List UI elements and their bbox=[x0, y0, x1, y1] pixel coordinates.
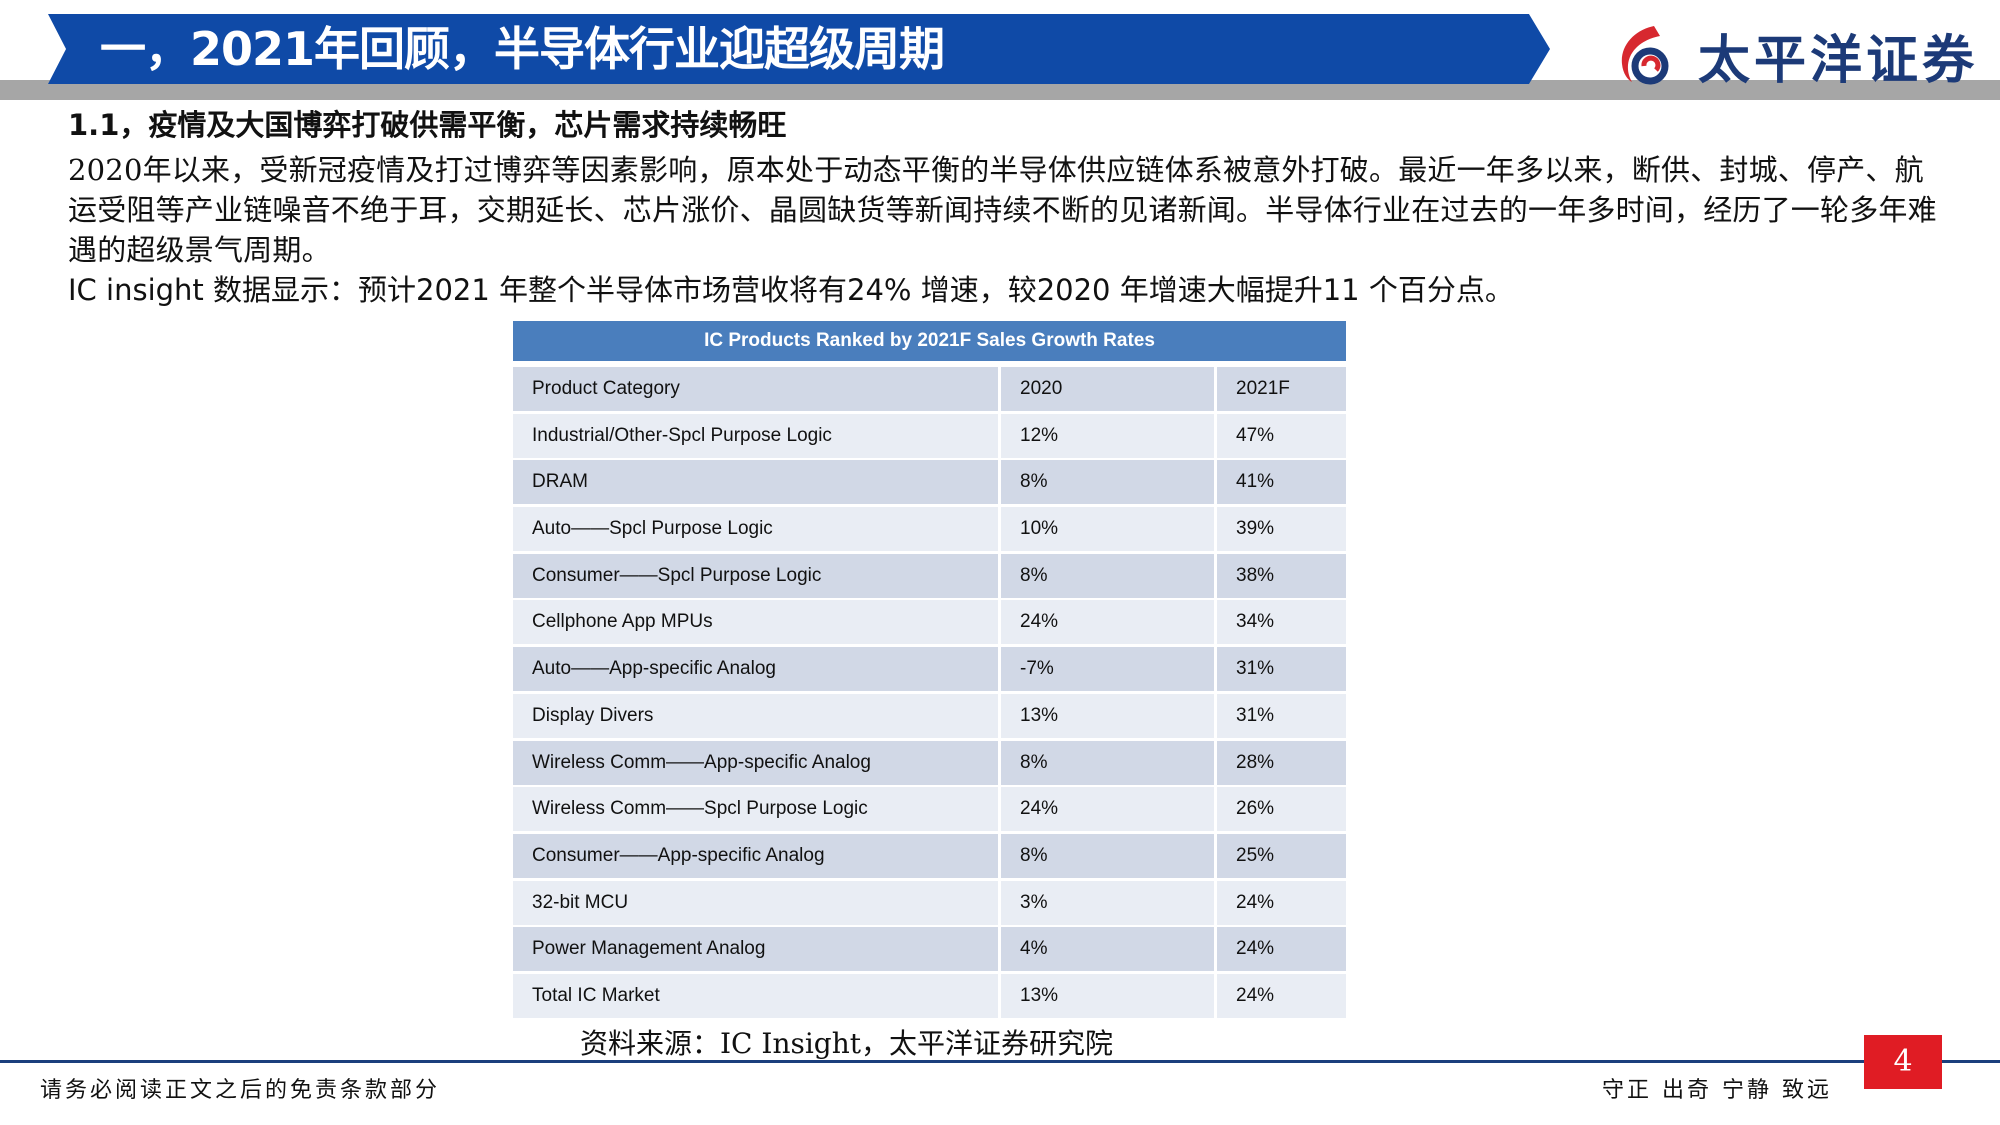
product-category-cell: Wireless Comm——Spcl Purpose Logic bbox=[513, 787, 998, 832]
product-category-cell: Cellphone App MPUs bbox=[513, 600, 998, 645]
product-category-cell: Total IC Market bbox=[513, 973, 998, 1018]
growth-2021f-cell: 25% bbox=[1217, 833, 1346, 878]
growth-2020-cell: 8% bbox=[1001, 740, 1214, 785]
logo-text: 太平洋证券 bbox=[1698, 31, 1979, 91]
table-row: Consumer——App-specific Analog 8% 25% bbox=[513, 833, 1346, 878]
growth-2021f-cell: 38% bbox=[1217, 553, 1346, 598]
header-cell: 2021F bbox=[1217, 367, 1346, 411]
title-banner bbox=[48, 14, 1550, 84]
table-row: 32-bit MCU 3% 24% bbox=[513, 880, 1346, 925]
growth-2020-cell: 10% bbox=[1001, 507, 1214, 552]
growth-2020-cell: 8% bbox=[1001, 460, 1214, 505]
growth-2021f-cell: 24% bbox=[1217, 973, 1346, 1018]
table-row: Display Divers 13% 31% bbox=[513, 693, 1346, 738]
table-row: Total IC Market 13% 24% bbox=[513, 973, 1346, 1018]
table-row: Auto——Spcl Purpose Logic 10% 39% bbox=[513, 507, 1346, 552]
table-row: DRAM 8% 41% bbox=[513, 460, 1346, 505]
header-cell: 2020 bbox=[1001, 367, 1214, 411]
growth-2021f-cell: 47% bbox=[1217, 413, 1346, 458]
footer-disclaimer: 请务必阅读正文之后的免责条款部分 bbox=[40, 1078, 441, 1103]
product-category-cell: Consumer——Spcl Purpose Logic bbox=[513, 553, 998, 598]
table-row: Auto——App-specific Analog -7% 31% bbox=[513, 647, 1346, 692]
growth-2021f-cell: 28% bbox=[1217, 740, 1346, 785]
growth-2021f-cell: 26% bbox=[1217, 787, 1346, 832]
table-row: Wireless Comm——Spcl Purpose Logic 24% 26% bbox=[513, 787, 1346, 832]
growth-2021f-cell: 24% bbox=[1217, 880, 1346, 925]
table-title: IC Products Ranked by 2021F Sales Growth… bbox=[513, 321, 1346, 361]
product-category-cell: Auto——Spcl Purpose Logic bbox=[513, 507, 998, 552]
company-logo: 太平洋证券 bbox=[1608, 16, 1988, 91]
footer-divider bbox=[0, 1060, 2000, 1063]
growth-2020-cell: 13% bbox=[1001, 693, 1214, 738]
body-paragraph-ic-insight: IC insight 数据显示：预计2021 年整个半导体市场营收将有24% 增… bbox=[68, 273, 1514, 307]
growth-2020-cell: 3% bbox=[1001, 880, 1214, 925]
product-category-cell: Power Management Analog bbox=[513, 927, 998, 972]
table-row: Wireless Comm——App-specific Analog 8% 28% bbox=[513, 740, 1346, 785]
header-cell: Product Category bbox=[513, 367, 998, 411]
source-note: 资料来源：IC Insight，太平洋证券研究院 bbox=[580, 1027, 1114, 1060]
product-category-cell: Consumer——App-specific Analog bbox=[513, 833, 998, 878]
product-category-cell: DRAM bbox=[513, 460, 998, 505]
growth-2020-cell: 8% bbox=[1001, 553, 1214, 598]
growth-2020-cell: -7% bbox=[1001, 647, 1214, 692]
growth-2021f-cell: 31% bbox=[1217, 693, 1346, 738]
table-row: Consumer——Spcl Purpose Logic 8% 38% bbox=[513, 553, 1346, 598]
growth-2020-cell: 13% bbox=[1001, 973, 1214, 1018]
growth-2021f-cell: 39% bbox=[1217, 507, 1346, 552]
product-category-cell: Industrial/Other-Spcl Purpose Logic bbox=[513, 413, 998, 458]
table-row: Power Management Analog 4% 24% bbox=[513, 927, 1346, 972]
product-category-cell: Wireless Comm——App-specific Analog bbox=[513, 740, 998, 785]
growth-rate-table: IC Products Ranked by 2021F Sales Growth… bbox=[513, 321, 1346, 1021]
body-paragraph: 2020年以来，受新冠疫情及打过博弈等因素影响，原本处于动态平衡的半导体供应链体… bbox=[68, 153, 1937, 267]
table-row: Industrial/Other-Spcl Purpose Logic 12% 47… bbox=[513, 413, 1346, 458]
footer-motto: 守正 出奇 宁静 致远 bbox=[1602, 1078, 1832, 1103]
growth-2020-cell: 24% bbox=[1001, 600, 1214, 645]
growth-2021f-cell: 34% bbox=[1217, 600, 1346, 645]
growth-2020-cell: 8% bbox=[1001, 833, 1214, 878]
product-category-cell: 32-bit MCU bbox=[513, 880, 998, 925]
table-row: Cellphone App MPUs 24% 34% bbox=[513, 600, 1346, 645]
header-divider bbox=[0, 80, 2000, 100]
page-title: 一，2021年回顾，半导体行业迎超级周期 bbox=[100, 22, 945, 76]
growth-2020-cell: 24% bbox=[1001, 787, 1214, 832]
growth-2020-cell: 4% bbox=[1001, 927, 1214, 972]
section-heading: 1.1，疫情及大国博弈打破供需平衡，芯片需求持续畅旺 bbox=[68, 108, 787, 142]
growth-2021f-cell: 31% bbox=[1217, 647, 1346, 692]
growth-2020-cell: 12% bbox=[1001, 413, 1214, 458]
page-number: 4 bbox=[1864, 1035, 1942, 1089]
growth-2021f-cell: 41% bbox=[1217, 460, 1346, 505]
pacific-securities-logo-icon bbox=[1621, 26, 1669, 85]
table-header-row: Product Category 2020 2021F bbox=[513, 367, 1346, 411]
growth-2021f-cell: 24% bbox=[1217, 927, 1346, 972]
product-category-cell: Auto——App-specific Analog bbox=[513, 647, 998, 692]
product-category-cell: Display Divers bbox=[513, 693, 998, 738]
